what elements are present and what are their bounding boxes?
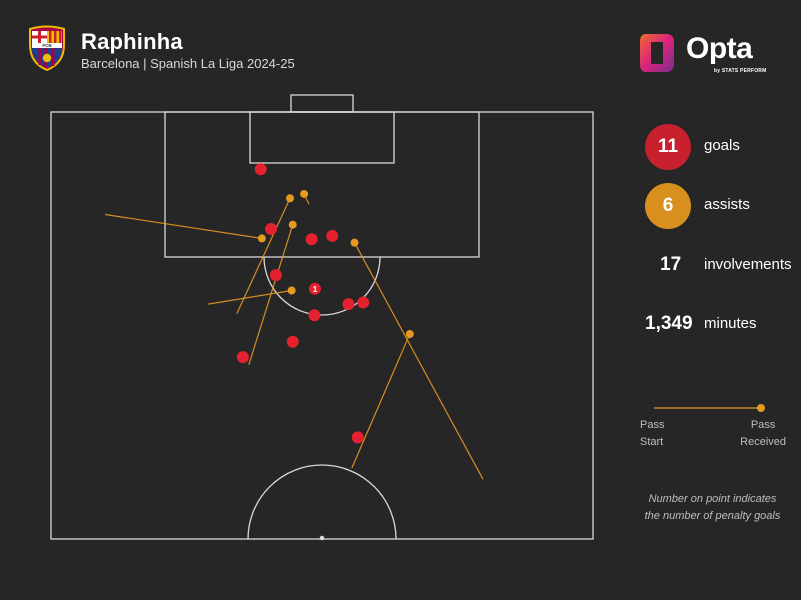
goal-point-2 — [265, 222, 278, 235]
assists-badge: 6 — [645, 183, 691, 229]
legend-pass-start: Pass Start — [640, 417, 664, 451]
legend-end-line2: Received — [740, 436, 786, 448]
stat-assists: 6 assists — [645, 183, 801, 231]
assist-received-point-6 — [405, 330, 414, 339]
involvements-value: 17 — [660, 254, 682, 275]
assist-received-point-7 — [350, 238, 359, 247]
minutes-value: 1,349 — [645, 313, 693, 334]
opta-wordmark: Opta — [686, 32, 753, 65]
assist-pass-line-4 — [248, 224, 294, 365]
penalty-note: Number on point indicates the number of … — [630, 491, 795, 525]
penalty-goal-label-6: 1 — [313, 285, 318, 294]
goals-label: goals — [704, 137, 740, 154]
goal-point-9 — [308, 309, 321, 322]
six-yard-box — [249, 111, 395, 164]
goals-badge: 11 — [645, 124, 691, 170]
minutes-label: minutes — [704, 315, 757, 332]
stat-involvements: 17 involvements — [645, 243, 801, 291]
goal-point-4 — [326, 229, 339, 242]
assist-pass-line-1 — [105, 213, 262, 239]
stat-goals: 11 goals — [645, 124, 801, 172]
stat-minutes: 1,349 minutes — [645, 302, 801, 350]
legend-pass-received: Pass Received — [740, 417, 786, 451]
opta-mark-icon — [640, 34, 674, 72]
assist-received-point-3 — [287, 286, 296, 295]
involvements-label: involvements — [704, 256, 792, 273]
assist-received-point-4 — [288, 220, 297, 229]
goal-point-7 — [342, 298, 355, 311]
assist-pass-line-6 — [351, 333, 411, 469]
goal-point-1 — [254, 163, 267, 176]
goal-point-8 — [357, 296, 370, 309]
legend-start-line2: Start — [640, 436, 664, 448]
goal-point-6 — [308, 282, 321, 295]
legend-start-line1: Pass — [640, 419, 665, 431]
assist-received-point-2 — [286, 194, 295, 203]
goal-point-3 — [305, 233, 318, 246]
opta-tagline: by STATS PERFORM — [714, 68, 767, 74]
penalty-arc — [263, 256, 381, 316]
assist-pass-line-7 — [353, 242, 484, 480]
center-circle — [247, 464, 397, 540]
assist-pass-line-3 — [208, 289, 292, 305]
goal — [290, 94, 354, 113]
pitch-outline — [50, 111, 594, 540]
goal-point-5 — [269, 269, 282, 282]
goal-point-12 — [351, 431, 364, 444]
goal-point-11 — [236, 351, 249, 364]
assists-label: assists — [704, 196, 750, 213]
barcelona-crest-icon: FCB — [29, 25, 65, 71]
crest-lettering: FCB — [42, 43, 52, 48]
assist-received-point-5 — [300, 189, 309, 198]
assist-pass-line-2 — [236, 198, 291, 314]
subtitle: Barcelona | Spanish La Liga 2024-25 — [81, 56, 295, 71]
assist-received-point-1 — [257, 234, 266, 243]
center-spot — [319, 535, 325, 541]
penalty-area — [164, 111, 480, 258]
pass-legend: Pass Start Pass Received — [636, 395, 801, 455]
note-line1: Number on point indicates — [648, 493, 777, 505]
legend-end-line1: Pass — [750, 419, 776, 431]
legend-pass-received-dot — [757, 404, 765, 412]
opta-logo: Opta by STATS PERFORM — [636, 30, 786, 80]
player-name: Raphinha — [81, 29, 183, 54]
note-line2: the number of penalty goals — [644, 510, 781, 522]
goal-point-10 — [286, 335, 299, 348]
